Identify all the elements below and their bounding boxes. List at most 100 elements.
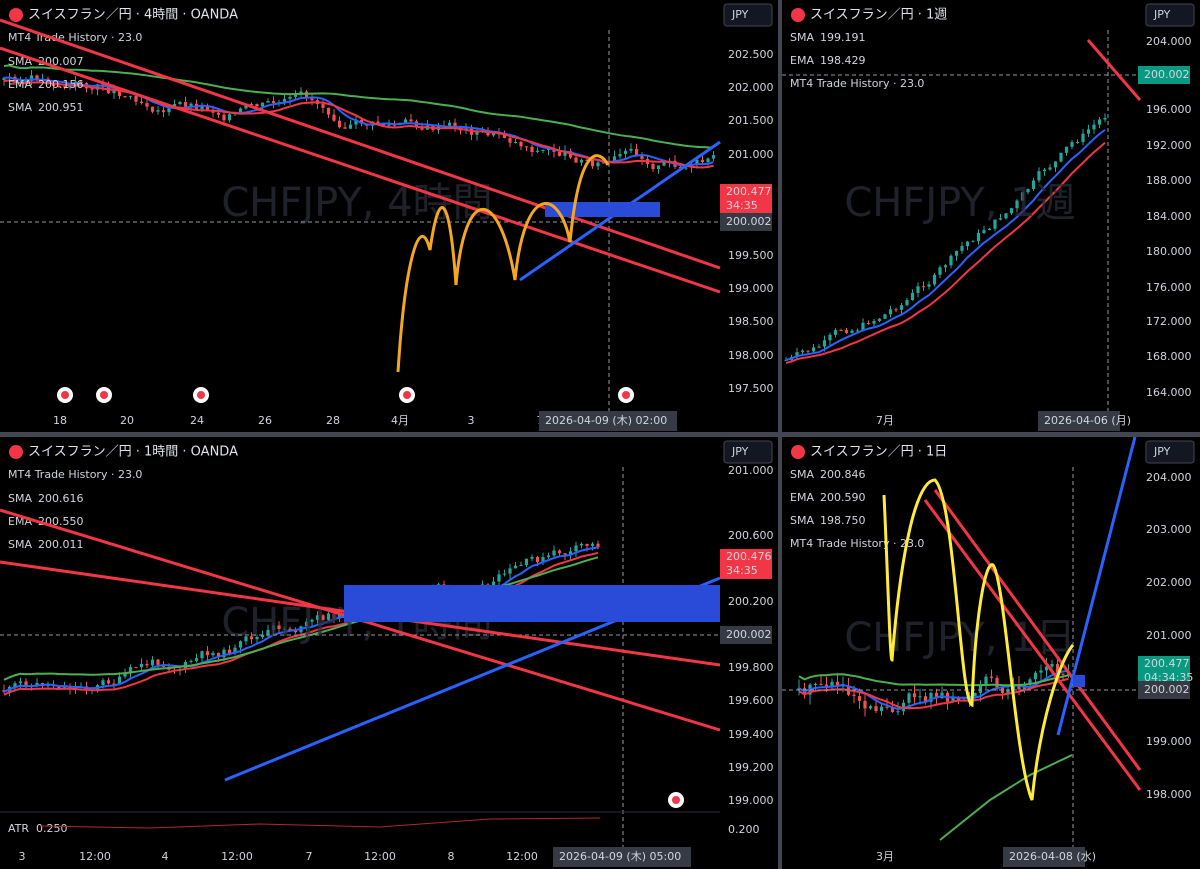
candle-body	[62, 86, 67, 88]
currency[interactable]: JPY	[1153, 8, 1171, 21]
candle-body	[1042, 169, 1047, 172]
candle-body	[872, 321, 876, 324]
candle-body	[535, 557, 540, 563]
trade-history: MT4 Trade History · 23.0	[790, 77, 924, 90]
candle-body	[13, 683, 17, 687]
candle-body	[855, 330, 860, 332]
candle-body	[863, 700, 867, 709]
candle-body	[24, 80, 28, 83]
candle-body	[381, 123, 386, 126]
candle-body	[420, 127, 424, 130]
price-label: 201.000	[728, 148, 774, 161]
last-price: 200.477	[1144, 657, 1190, 670]
candle-body	[934, 692, 939, 699]
candle-body	[993, 219, 997, 229]
candle-body	[2, 77, 6, 80]
candle-body	[546, 555, 551, 558]
currency-button[interactable]	[723, 3, 773, 27]
last-price-tag	[720, 184, 772, 214]
currency-button[interactable]	[723, 440, 773, 464]
candle-body	[601, 162, 606, 164]
price-label: 198.500	[728, 315, 774, 328]
crosshair-time-tag	[553, 847, 691, 867]
drawing	[1086, 39, 1142, 101]
indicator-value: 200.007	[38, 55, 84, 68]
indicator-name: SMA	[8, 101, 32, 114]
candle-body	[194, 658, 199, 661]
candle-body	[227, 114, 232, 121]
trade-history: MT4 Trade History · 23.0	[8, 31, 142, 44]
candle-body	[574, 157, 578, 163]
candle-body	[896, 711, 900, 713]
candle-body	[255, 637, 259, 640]
price-label: 201.500	[728, 114, 774, 127]
candle-body	[819, 683, 823, 685]
drawing	[882, 478, 1075, 801]
time-label: 7	[306, 850, 313, 863]
indicator-name: SMA	[8, 492, 32, 505]
crosshair-time: 2026-04-09 (木) 02:00	[545, 414, 667, 427]
candle-body	[51, 82, 56, 86]
candle-body	[590, 160, 595, 167]
atr-name: ATR	[8, 822, 29, 835]
drawing	[1073, 675, 1085, 687]
candle-body	[409, 119, 413, 122]
time-label: 3月	[876, 850, 894, 863]
candle-body	[929, 692, 933, 702]
currency[interactable]: JPY	[731, 8, 749, 21]
price-label: 199.400	[728, 728, 774, 741]
candle-body	[293, 93, 298, 97]
candle-body	[1064, 146, 1069, 153]
candle-body	[976, 232, 981, 242]
price-label: 200.600	[728, 529, 774, 542]
candle-body	[288, 96, 292, 99]
candle-body	[811, 347, 816, 352]
candle-body	[971, 241, 975, 243]
candle-body	[1006, 690, 1010, 694]
candle-body	[1017, 684, 1021, 690]
drawing	[545, 202, 660, 217]
candle-body	[910, 292, 915, 301]
candle-body	[524, 558, 529, 566]
candle-body	[139, 101, 144, 104]
candle-body	[337, 613, 342, 619]
candle-body	[145, 103, 149, 107]
candle-body	[332, 613, 336, 619]
candle-body	[618, 153, 622, 157]
candle-body	[684, 167, 688, 169]
candle-body	[850, 330, 854, 333]
candle-body	[954, 250, 959, 256]
price-label: 192.000	[1146, 139, 1192, 152]
currency-button[interactable]	[1145, 440, 1195, 464]
time-label: 3	[468, 414, 475, 427]
time-label: 28	[326, 414, 340, 427]
currency[interactable]: JPY	[1153, 445, 1171, 458]
candle-body	[222, 114, 226, 121]
candle-body	[973, 692, 977, 697]
candle-body	[271, 625, 276, 630]
indicator-value: 198.750	[820, 514, 866, 527]
currency-button[interactable]	[1145, 3, 1195, 27]
candle-body	[833, 330, 838, 335]
price-label: 196.000	[1146, 103, 1192, 116]
candle-body	[1103, 117, 1107, 120]
candle-body	[861, 322, 865, 331]
price-label: 202.500	[728, 48, 774, 61]
candle-body	[282, 628, 287, 630]
currency[interactable]: JPY	[731, 445, 749, 458]
candle-body	[984, 676, 988, 686]
candle-body	[299, 91, 303, 94]
price-label: 199.000	[728, 282, 774, 295]
drawing	[939, 754, 1073, 841]
drawing	[0, 18, 721, 270]
candle-body	[502, 573, 507, 575]
indicator-value: 200.951	[38, 101, 84, 114]
candle-body	[852, 694, 856, 697]
indicator-name: SMA	[790, 31, 814, 44]
drawing	[344, 585, 720, 622]
candle-body	[800, 350, 805, 353]
candle-body	[189, 103, 193, 107]
crosshair-time-tag	[539, 411, 677, 431]
crosshair-price-tag	[1138, 66, 1190, 84]
